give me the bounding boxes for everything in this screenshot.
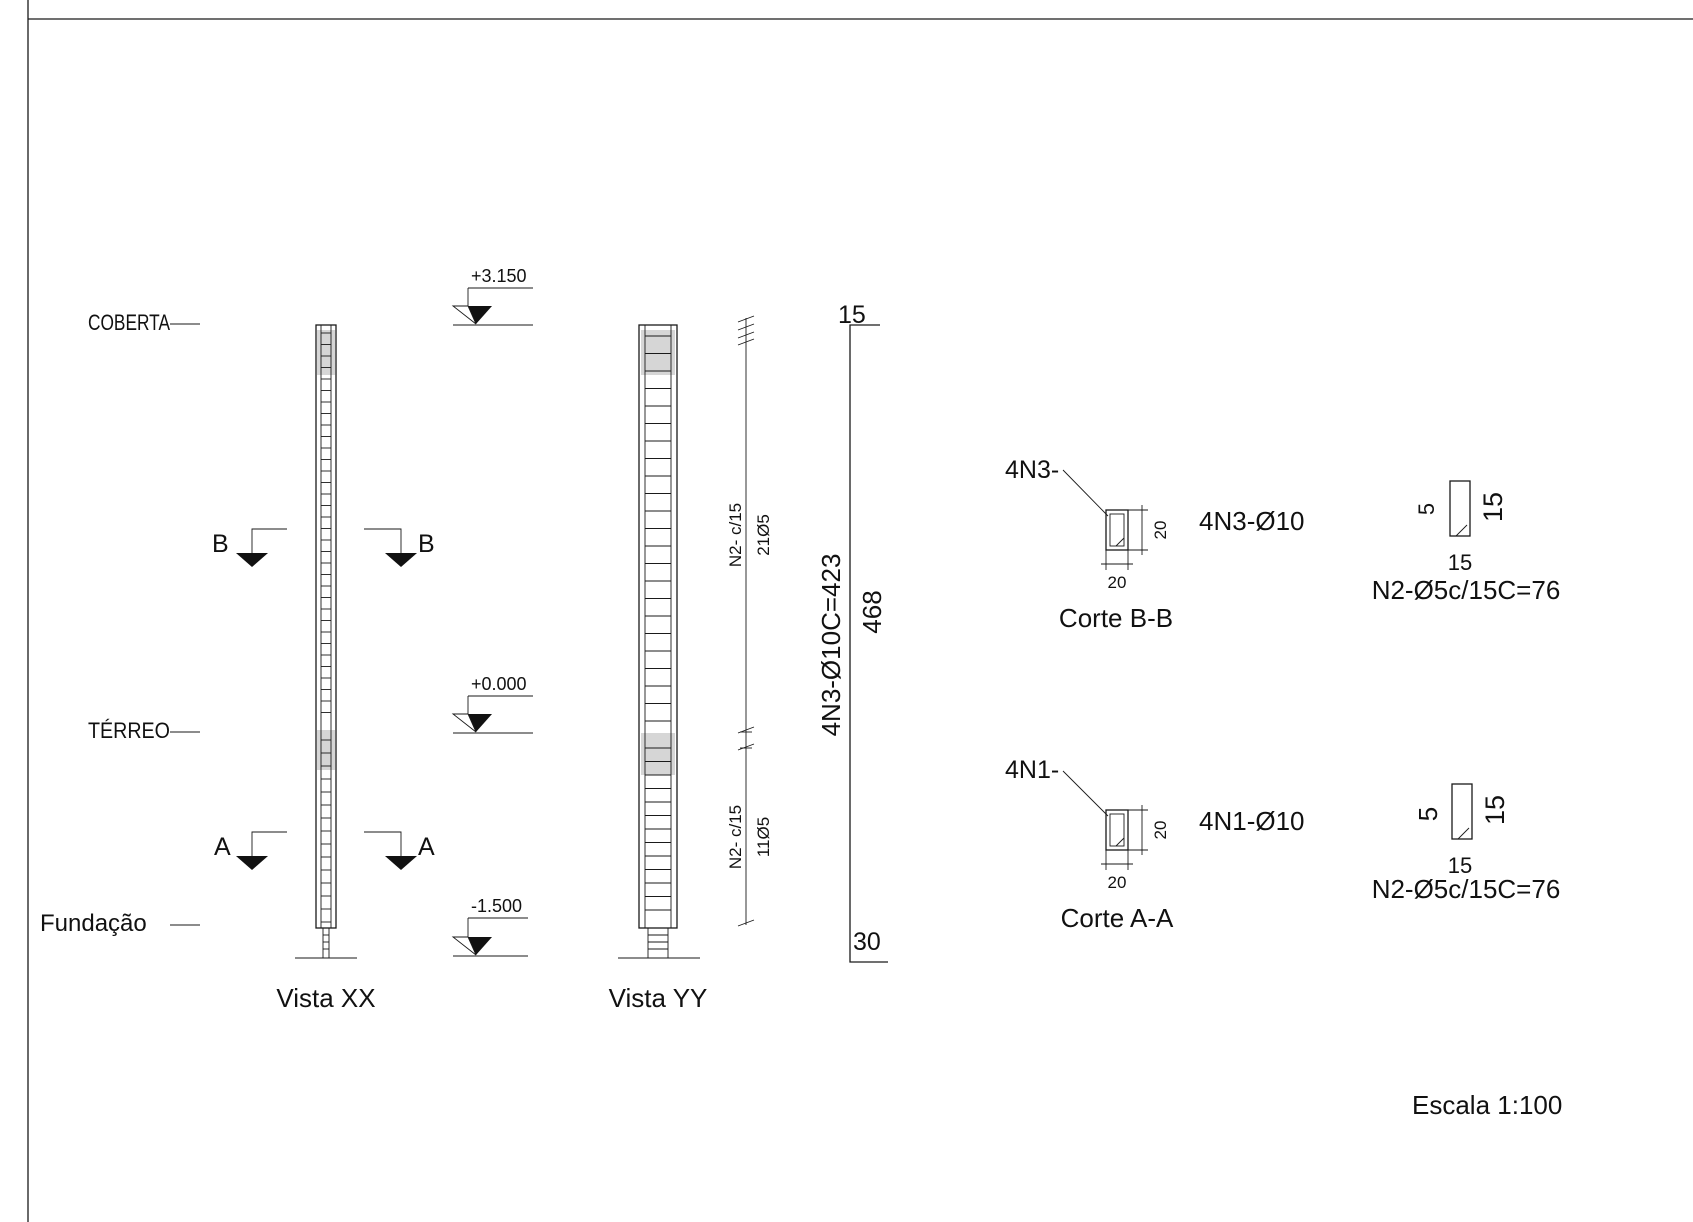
svg-text:20: 20 [1108, 573, 1127, 592]
section-aa-stirrup: 5 15 15 N2-Ø5c/15C=76 [1372, 783, 1561, 904]
svg-text:4N3-: 4N3- [1005, 456, 1059, 484]
upper-stirrup-spacing: N2- c/15 [726, 503, 745, 567]
svg-text:+0.000: +0.000 [471, 674, 527, 694]
svg-text:15: 15 [1448, 550, 1472, 575]
section-bb-stirrup: 5 15 15 N2-Ø5c/15C=76 [1372, 480, 1561, 605]
elevation-marker-foundation: -1.500 [451, 896, 528, 957]
svg-text:+3.150: +3.150 [471, 266, 527, 286]
svg-text:5: 5 [1414, 503, 1439, 515]
svg-text:20: 20 [1108, 873, 1127, 892]
svg-text:Corte A-A: Corte A-A [1061, 903, 1174, 933]
section-aa-bar-label: 4N1-Ø10 [1199, 806, 1305, 836]
elevation-marker-ground: +0.000 [451, 674, 533, 734]
svg-text:B: B [212, 530, 229, 558]
elevation-marker-top: +3.150 [451, 266, 533, 326]
svg-text:20: 20 [1151, 521, 1170, 540]
svg-text:A: A [418, 833, 435, 861]
view-title-yy: Vista YY [609, 983, 708, 1013]
main-bar-shape [849, 324, 888, 963]
section-bb-bar-label: 4N3-Ø10 [1199, 506, 1305, 536]
level-terreo-label: TÉRREO [88, 718, 170, 743]
section-marker-b-left: B [212, 528, 287, 567]
level-coberta-label: COBERTA [88, 310, 170, 335]
svg-text:15: 15 [1478, 492, 1508, 522]
column-vista-yy [618, 324, 700, 959]
main-bar-bottom-hook: 30 [853, 928, 881, 956]
level-fundacao-label: Fundação [40, 910, 147, 937]
svg-text:4N1-: 4N1- [1005, 756, 1059, 784]
main-bar-label: 4N3-Ø10C=423 [816, 554, 846, 737]
level-fundacao: Fundação [40, 910, 200, 937]
svg-text:A: A [214, 833, 231, 861]
lower-stirrup-count: 11Ø5 [754, 817, 773, 857]
svg-text:N2-Ø5c/15C=76: N2-Ø5c/15C=76 [1372, 575, 1561, 605]
view-title-xx: Vista XX [276, 983, 375, 1013]
level-coberta: COBERTA [88, 310, 200, 335]
svg-text:15: 15 [1448, 853, 1472, 878]
svg-text:B: B [418, 530, 435, 558]
svg-text:Corte B-B: Corte B-B [1059, 603, 1173, 633]
stirrup-dimension-line [737, 315, 755, 927]
svg-text:15: 15 [1480, 795, 1510, 825]
section-marker-a-right: A [364, 831, 435, 870]
section-bb: 4N3- 20 20 Corte B-B [1005, 456, 1173, 633]
upper-stirrup-count: 21Ø5 [754, 514, 773, 556]
scale-label: Escala 1:100 [1412, 1090, 1562, 1120]
level-terreo: TÉRREO [88, 718, 200, 743]
column-vista-xx [295, 324, 357, 959]
lower-stirrup-spacing: N2- c/15 [726, 805, 745, 869]
svg-text:N2-Ø5c/15C=76: N2-Ø5c/15C=76 [1372, 874, 1561, 904]
svg-text:5: 5 [1413, 807, 1443, 821]
section-aa: 4N1- 20 20 Corte A-A [1005, 756, 1174, 933]
section-marker-a-left: A [214, 831, 287, 870]
svg-text:20: 20 [1151, 821, 1170, 840]
main-bar-top-hook: 15 [838, 301, 866, 329]
section-marker-b-right: B [364, 528, 435, 567]
svg-text:-1.500: -1.500 [471, 896, 522, 916]
main-bar-length: 468 [857, 590, 887, 633]
